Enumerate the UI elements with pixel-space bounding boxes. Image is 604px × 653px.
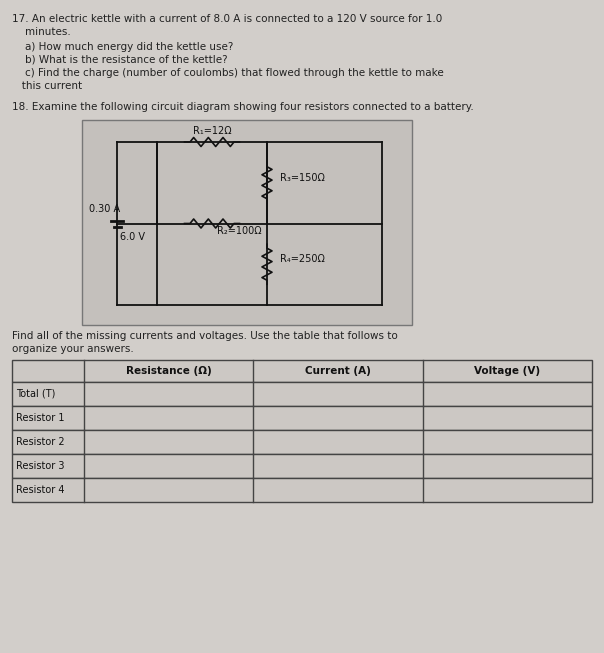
Text: Resistor 4: Resistor 4	[16, 485, 65, 495]
Bar	[82, 120, 412, 325]
Text: R₄=250Ω: R₄=250Ω	[280, 254, 325, 264]
Bar	[12, 360, 592, 382]
Bar	[12, 478, 592, 502]
Bar	[12, 406, 592, 430]
Text: b) What is the resistance of the kettle?: b) What is the resistance of the kettle?	[12, 55, 228, 65]
Text: Find all of the missing currents and voltages. Use the table that follows to: Find all of the missing currents and vol…	[12, 331, 398, 341]
Text: Voltage (V): Voltage (V)	[474, 366, 541, 376]
Text: 6.0 V: 6.0 V	[120, 232, 145, 242]
Text: c) Find the charge (number of coulombs) that flowed through the kettle to make: c) Find the charge (number of coulombs) …	[12, 68, 444, 78]
Text: Total (T): Total (T)	[16, 389, 56, 399]
Text: Resistor 2: Resistor 2	[16, 437, 65, 447]
Text: Resistance (Ω): Resistance (Ω)	[126, 366, 211, 376]
Text: R₃=150Ω: R₃=150Ω	[280, 173, 325, 183]
Text: organize your answers.: organize your answers.	[12, 344, 133, 354]
Text: minutes.: minutes.	[12, 27, 71, 37]
Text: Current (A): Current (A)	[305, 366, 371, 376]
Text: a) How much energy did the kettle use?: a) How much energy did the kettle use?	[12, 42, 233, 52]
Text: Resistor 1: Resistor 1	[16, 413, 65, 423]
Text: this current: this current	[12, 81, 82, 91]
Text: R₂=100Ω: R₂=100Ω	[217, 227, 262, 236]
Text: 17. An electric kettle with a current of 8.0 A is connected to a 120 V source fo: 17. An electric kettle with a current of…	[12, 14, 442, 24]
Bar	[12, 454, 592, 478]
Bar	[12, 430, 592, 454]
Text: 0.30 A: 0.30 A	[89, 204, 120, 214]
Text: Resistor 3: Resistor 3	[16, 461, 65, 471]
Text: 18. Examine the following circuit diagram showing four resistors connected to a : 18. Examine the following circuit diagra…	[12, 102, 474, 112]
Bar	[12, 382, 592, 406]
Text: R₁=12Ω: R₁=12Ω	[193, 126, 231, 136]
